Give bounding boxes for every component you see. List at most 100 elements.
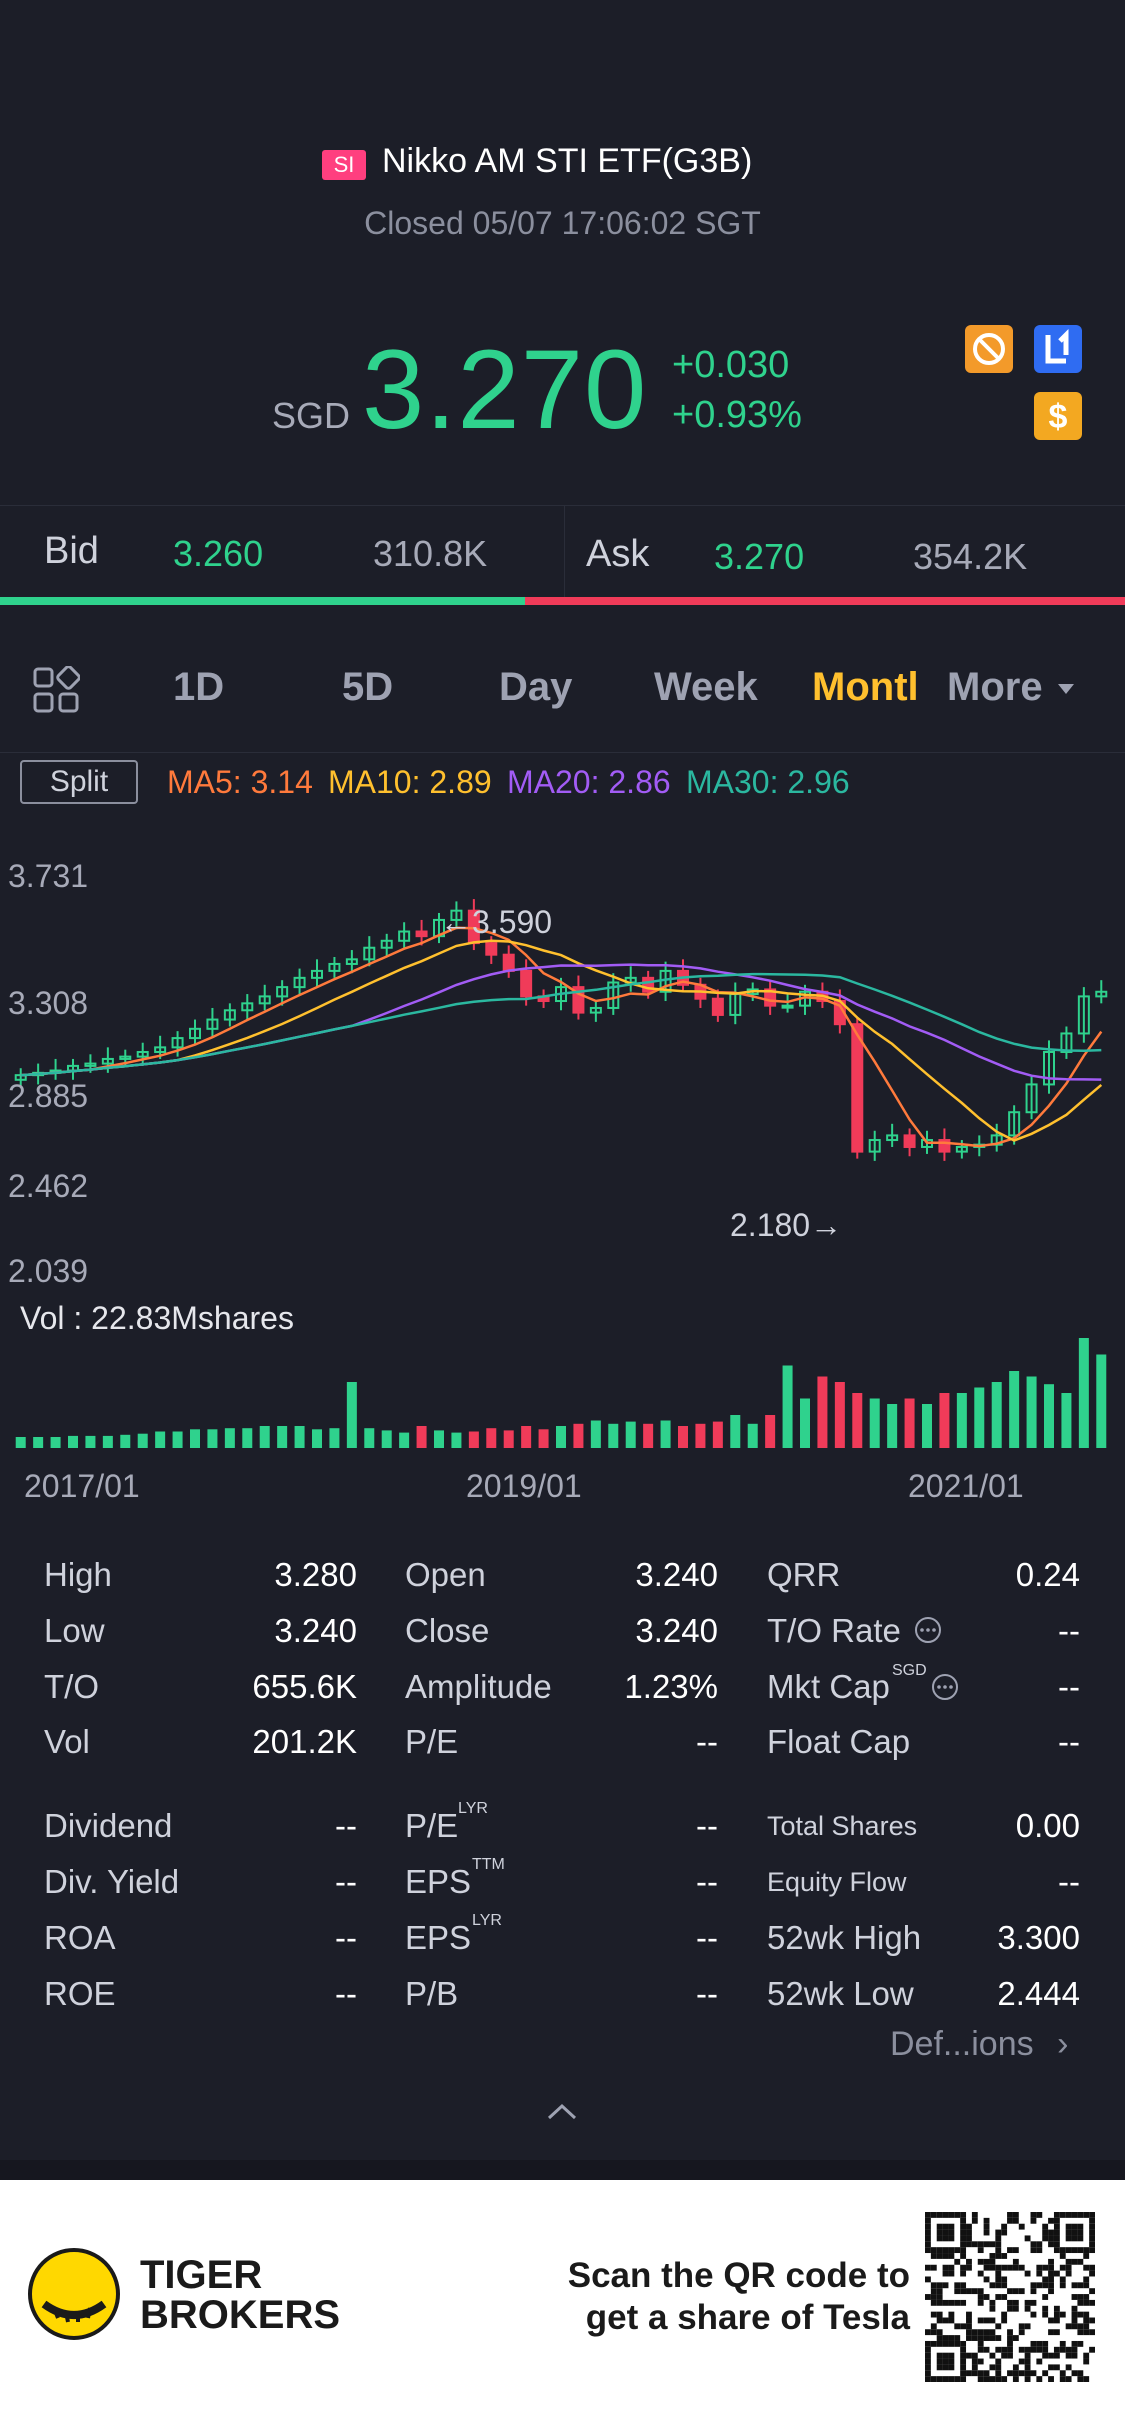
caret-down-icon — [1054, 676, 1078, 700]
candle-body — [417, 932, 427, 937]
pe-lyr-sup: LYR — [458, 1800, 488, 1818]
volume-bar — [957, 1393, 967, 1448]
volume-bar — [417, 1426, 427, 1448]
stock-title[interactable]: Nikko AM STI ETF(G3B) — [382, 142, 752, 181]
stat-label: Div. Yield — [44, 1863, 179, 1901]
volume-bar — [765, 1415, 775, 1448]
volume-bar — [103, 1436, 113, 1448]
y-tick-5: 2.039 — [8, 1253, 88, 1290]
volume-bar — [1061, 1393, 1071, 1448]
stat-value: 0.00 — [1016, 1807, 1080, 1845]
definitions-label: Def...ions — [890, 2025, 1034, 2063]
candle-body — [783, 1006, 793, 1008]
volume-bar — [85, 1436, 95, 1448]
volume-bar — [852, 1393, 862, 1448]
volume-bar — [120, 1435, 130, 1448]
chevron-right-icon: › — [1057, 2025, 1068, 2063]
volume-bar — [939, 1393, 949, 1448]
volume-bar — [155, 1432, 165, 1449]
bid-label: Bid — [44, 530, 99, 573]
stat-value: 3.280 — [274, 1556, 357, 1594]
stat-label: T/O Rate — [767, 1612, 901, 1650]
stat-value: -- — [696, 1807, 718, 1845]
volume-bar — [608, 1424, 618, 1448]
mktcap-info-icon[interactable] — [930, 1672, 960, 1707]
stat-value: 3.240 — [635, 1612, 718, 1650]
stat-value: -- — [696, 1919, 718, 1957]
candle-body — [905, 1135, 915, 1147]
scan-line1: Scan the QR code to — [520, 2255, 910, 2297]
split-button[interactable]: Split — [20, 760, 138, 804]
to-rate-info-icon[interactable] — [913, 1615, 943, 1650]
dollar-icon[interactable]: $ — [1034, 392, 1082, 440]
y-tick-3: 2.885 — [8, 1078, 88, 1115]
ask-price: 3.270 — [714, 536, 804, 578]
ask-size: 354.2K — [913, 536, 1027, 578]
volume-bar — [695, 1424, 705, 1448]
stat-label: High — [44, 1556, 112, 1594]
volume-bar — [190, 1429, 200, 1448]
change-percent: +0.93% — [672, 390, 802, 440]
y-tick-4: 2.462 — [8, 1168, 88, 1205]
ma5-label: MA5: 3.14 — [167, 764, 313, 801]
stat-value: -- — [1058, 1863, 1080, 1901]
stat-label: P/B — [405, 1975, 458, 2013]
volume-bar — [295, 1426, 305, 1448]
stat-label: Float Cap — [767, 1723, 910, 1761]
currency-label: SGD — [272, 395, 350, 437]
footer-divider — [0, 2160, 1125, 2180]
stat-label: Open — [405, 1556, 486, 1594]
stat-label: Dividend — [44, 1807, 172, 1845]
bid-size: 310.8K — [373, 533, 487, 575]
tab-5d[interactable]: 5D — [342, 665, 393, 710]
x-tick-1: 2017/01 — [24, 1468, 140, 1505]
scan-message: Scan the QR code to get a share of Tesla — [520, 2255, 910, 2339]
volume-bar — [1079, 1338, 1089, 1448]
volume-bar — [783, 1366, 793, 1449]
candle-body — [486, 943, 496, 955]
stat-value: 201.2K — [252, 1723, 357, 1761]
level1-icon[interactable] — [1034, 325, 1082, 373]
tab-day[interactable]: Day — [499, 665, 572, 710]
stat-label: Close — [405, 1612, 489, 1650]
volume-bar — [138, 1434, 148, 1448]
volume-bar — [451, 1433, 461, 1448]
stat-value: 2.444 — [997, 1975, 1080, 2013]
tiger-logo-icon — [26, 2246, 122, 2347]
stat-value: -- — [335, 1919, 357, 1957]
tab-month[interactable]: Montl — [812, 665, 940, 710]
tab-1d[interactable]: 1D — [173, 665, 224, 710]
change-amount: +0.030 — [672, 340, 802, 390]
stat-label: ROA — [44, 1919, 116, 1957]
collapse-chevron-icon[interactable] — [545, 2100, 579, 2127]
grid-icon[interactable] — [32, 666, 80, 719]
ask-label: Ask — [586, 533, 649, 576]
volume-bar — [329, 1428, 339, 1448]
eps-ttm-sup: TTM — [472, 1856, 505, 1874]
volume-bar — [207, 1429, 217, 1448]
mktcap-sgd-sup: SGD — [892, 1662, 927, 1680]
candle-body — [852, 1024, 862, 1151]
volume-bar — [974, 1388, 984, 1449]
volume-bar — [382, 1430, 392, 1448]
stat-label: P/E — [405, 1807, 458, 1845]
volume-bar — [835, 1382, 845, 1448]
stat-value: -- — [1058, 1723, 1080, 1761]
no-short-icon[interactable] — [965, 325, 1013, 373]
stat-value: -- — [335, 1863, 357, 1901]
tab-more[interactable]: More — [947, 665, 1078, 710]
stat-label: EPS — [405, 1863, 471, 1901]
qr-code-icon — [925, 2212, 1095, 2382]
stat-label: Vol — [44, 1723, 90, 1761]
volume-bar — [1044, 1384, 1054, 1448]
volume-bar — [626, 1422, 636, 1448]
definitions-link[interactable]: Def...ions › — [890, 2025, 1068, 2064]
stat-value: -- — [696, 1863, 718, 1901]
x-tick-2: 2019/01 — [466, 1468, 582, 1505]
volume-bar — [16, 1437, 26, 1448]
candlestick-chart[interactable] — [0, 830, 1125, 1490]
market-status: Closed 05/07 17:06:02 SGT — [0, 205, 1125, 242]
x-tick-3: 2021/01 — [908, 1468, 1024, 1505]
y-tick-1: 3.731 — [8, 858, 88, 895]
tab-week[interactable]: Week — [654, 665, 758, 710]
